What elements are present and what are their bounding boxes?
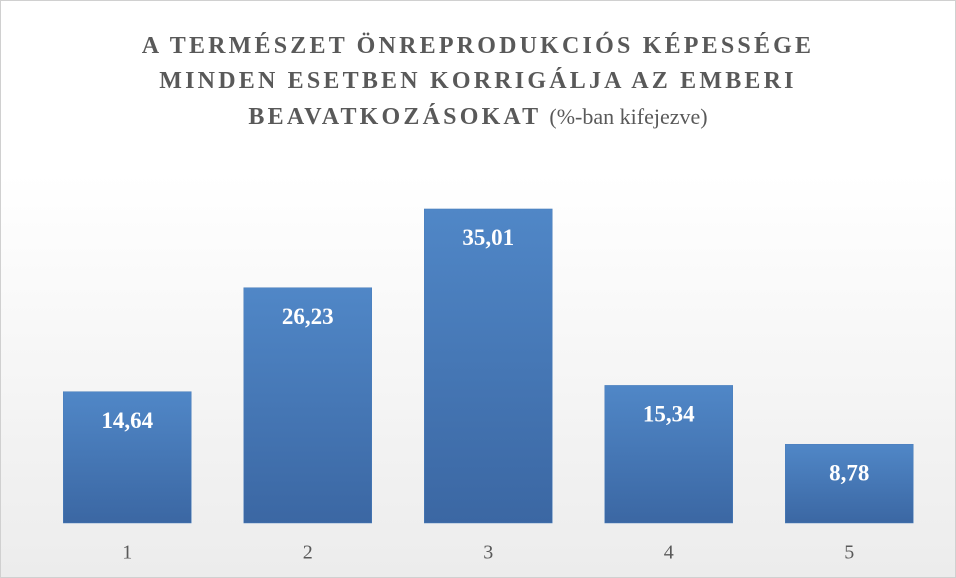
data-label: 26,23 (282, 304, 334, 329)
bar (63, 391, 192, 524)
bar (785, 443, 914, 524)
x-tick-label: 5 (844, 542, 854, 564)
data-label: 14,64 (101, 408, 153, 433)
chart-title: A TERMÉSZET ÖNREPRODUKCIÓS KÉPESSÉGE MIN… (141, 33, 815, 130)
x-tick-label: 4 (664, 542, 674, 564)
x-tick-label: 3 (483, 542, 493, 564)
x-tick-label: 1 (122, 542, 132, 564)
title-block: A TERMÉSZET ÖNREPRODUKCIÓS KÉPESSÉGE MIN… (100, 30, 856, 136)
bar (243, 287, 372, 524)
x-tick-label: 2 (303, 542, 313, 564)
bar (604, 385, 733, 524)
bar (424, 208, 553, 524)
chart-subtitle: (%-ban kifejezve) (549, 104, 708, 129)
data-label: 8,78 (829, 461, 869, 486)
data-label: 15,34 (643, 402, 695, 427)
data-label: 35,01 (462, 225, 514, 250)
